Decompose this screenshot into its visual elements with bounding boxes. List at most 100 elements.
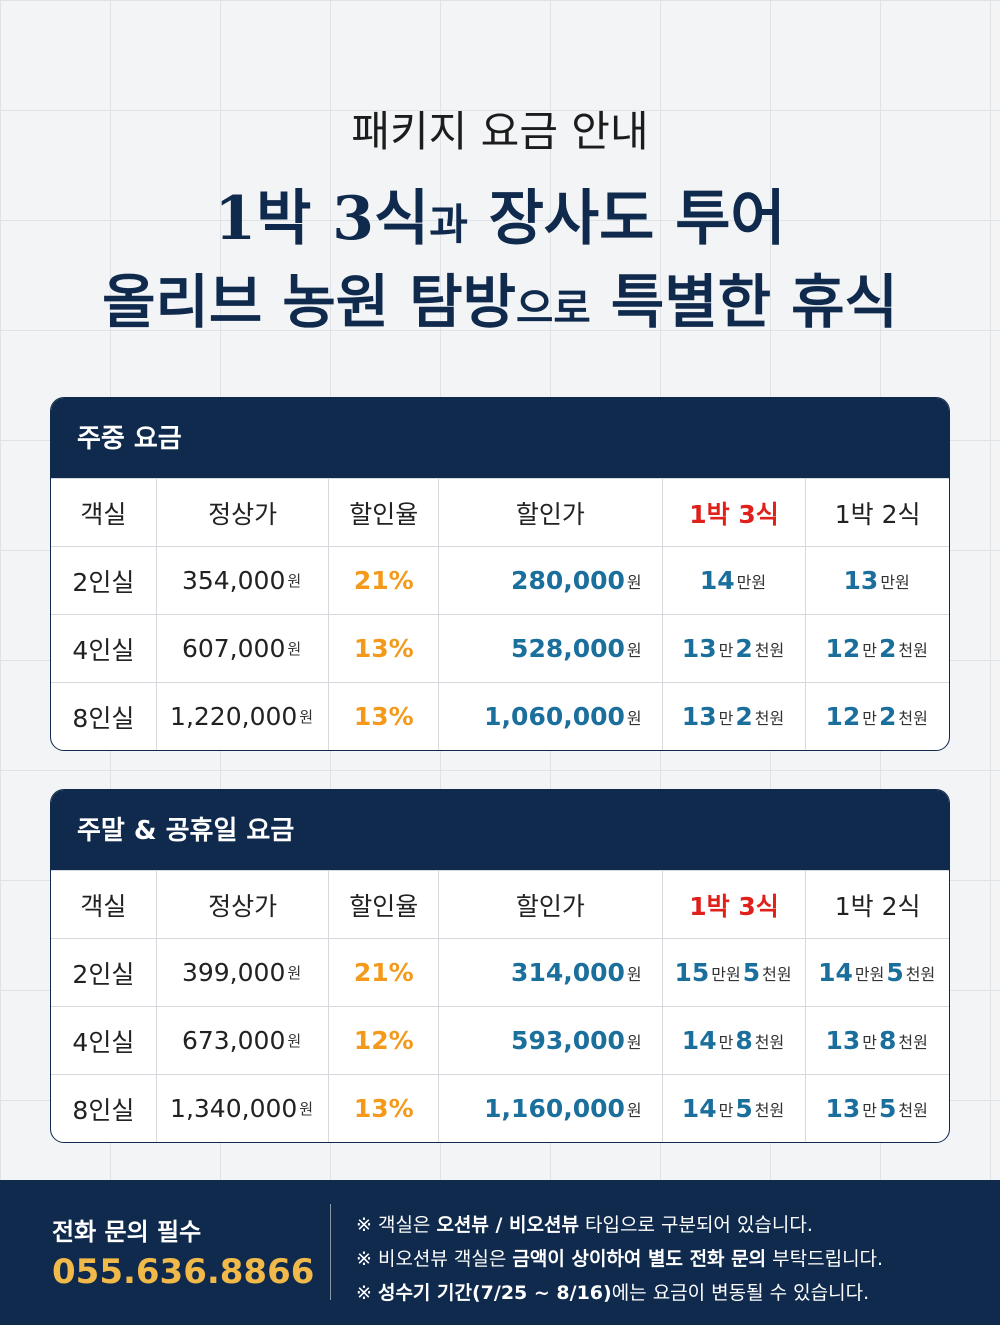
table-cell: 12 만 2 천원 — [805, 615, 949, 682]
cell-part: 1,160,000 — [484, 1094, 625, 1123]
cell-part: 528,000 — [511, 634, 625, 663]
cell-part: 만 — [718, 708, 734, 728]
table-row: 4인실 607,000 원 13% 528,000 원 13 만 2 천원 12 만 2 천원 — [51, 614, 949, 682]
rate-table: 주말 & 공휴일 요금 객실 정상가 할인율 할인가 1박 3식 1박 2식 2인실 399,0… — [50, 789, 950, 1143]
headline-part: 장사도 투어 — [467, 184, 786, 254]
cell-part: 673,000 — [181, 1026, 286, 1055]
note: ※ 객실은 오션뷰 / 비오션뷰 타입으로 구분되어 있습니다. — [356, 1208, 883, 1242]
table-cell: 14 만원 5 천원 — [805, 939, 949, 1006]
cell-part: 5 — [879, 1094, 897, 1123]
table-cell: 12 만 2 천원 — [805, 683, 949, 750]
cell-part: 2 — [879, 634, 897, 663]
cell-part: 1,220,000 — [170, 702, 298, 731]
cell-part: 12 — [825, 702, 861, 731]
table-cell: 1,340,000 원 — [155, 1075, 329, 1142]
table-cell: 673,000 원 — [155, 1007, 329, 1074]
table-cell: 8인실 — [72, 703, 135, 733]
table-title: 주중 요금 — [51, 398, 949, 478]
note-part: 금액이 상이하여 별도 전화 문의 — [512, 1248, 767, 1270]
table-cell: 13% — [328, 683, 438, 750]
note-part: ※ 객실은 — [356, 1214, 437, 1236]
cell-part: 원 — [626, 640, 642, 660]
cell-part: 천원 — [754, 1032, 785, 1052]
cell-part: 14 — [818, 958, 853, 987]
table-cell: 13% — [328, 615, 438, 682]
cell-part: 593,000 — [511, 1026, 625, 1055]
cell-part: 원 — [287, 572, 302, 590]
table-cell: 12% — [328, 1007, 438, 1074]
cell-part: 천원 — [905, 964, 936, 984]
table-row: 2인실 354,000 원 21% 280,000 원 14 만원 13 만원 — [51, 546, 949, 614]
cell-part: 8 — [879, 1026, 897, 1055]
table-cell: 593,000 원 — [438, 1007, 662, 1074]
cell-part: 2 — [735, 702, 753, 731]
cell-part: 만원 — [854, 964, 885, 984]
notes: ※ 객실은 오션뷰 / 비오션뷰 타입으로 구분되어 있습니다. ※ 비오션뷰 객… — [356, 1208, 883, 1310]
table-row: 2인실 399,000 원 21% 314,000 원 15 만원 5 천원 14 만원 5 천원 — [51, 938, 949, 1006]
note: ※ 비오션뷰 객실은 금액이 상이하여 별도 전화 문의 부탁드립니다. — [356, 1242, 883, 1276]
cell-part: 만 — [862, 1032, 877, 1052]
table-cell: 13% — [328, 1075, 438, 1142]
table-row: 8인실 1,220,000 원 13% 1,060,000 원 13 만 2 천원 12 만 2 천원 — [51, 682, 949, 750]
cell-part: 원 — [626, 1100, 642, 1120]
cell-part: 14 — [681, 1026, 717, 1055]
cell-part: 만원 — [880, 572, 910, 592]
table-cell: 14 만원 — [661, 547, 806, 614]
column-header: 1박 3식 — [661, 479, 806, 546]
cell-part: 8 — [735, 1026, 753, 1055]
cell-part: 만 — [862, 640, 877, 660]
cell-part: 만 — [718, 1032, 734, 1052]
table-cell: 4인실 — [72, 635, 135, 665]
table-cell: 15 만원 5 천원 — [661, 939, 806, 1006]
cell-part: 15 — [674, 958, 710, 987]
column-header: 정상가 — [155, 871, 329, 938]
cell-part: 천원 — [898, 1032, 928, 1052]
cell-part: 13 — [825, 1094, 861, 1123]
cell-part: 천원 — [754, 708, 785, 728]
cell-part: 2 — [735, 634, 753, 663]
note: ※ 성수기 기간(7/25 ~ 8/16)에는 요금이 변동될 수 있습니다. — [356, 1276, 883, 1310]
column-header: 정상가 — [155, 479, 329, 546]
table-cell: 14 만 5 천원 — [661, 1075, 806, 1142]
column-header: 할인가 — [438, 479, 662, 546]
header-row: 객실 정상가 할인율 할인가 1박 3식 1박 2식 — [51, 478, 949, 546]
cell-part: 천원 — [898, 640, 928, 660]
cell-part: 원 — [626, 708, 642, 728]
cell-part: 5 — [742, 958, 761, 987]
cell-part: 13 — [825, 1026, 861, 1055]
rate-table: 주중 요금 객실 정상가 할인율 할인가 1박 3식 1박 2식 2인실 354,000 원 21%… — [50, 397, 950, 751]
cell-part: 원 — [299, 1100, 314, 1118]
table-cell: 13 만 2 천원 — [661, 615, 806, 682]
cell-part: 천원 — [754, 640, 785, 660]
table-row: 4인실 673,000 원 12% 593,000 원 14 만 8 천원 13 만 8 천원 — [51, 1006, 949, 1074]
table-cell: 21% — [328, 547, 438, 614]
cell-part: 2 — [879, 702, 897, 731]
cell-part: 13 — [843, 566, 879, 595]
note-part: 타입으로 구분되어 있습니다. — [578, 1214, 813, 1236]
table-cell: 354,000 원 — [155, 547, 329, 614]
cell-part: 13 — [681, 634, 717, 663]
cell-part: 280,000 — [511, 566, 625, 595]
cell-part: 천원 — [754, 1100, 785, 1120]
note-part: 성수기 기간(7/25 ~ 8/16) — [377, 1282, 612, 1304]
table-cell: 528,000 원 — [438, 615, 662, 682]
cell-part: 천원 — [898, 708, 928, 728]
note-part: ※ 비오션뷰 객실은 — [356, 1248, 513, 1270]
note-part: ※ — [356, 1282, 378, 1304]
column-header: 1박 2식 — [805, 479, 949, 546]
table-cell: 399,000 원 — [155, 939, 329, 1006]
headline-part: 으로 — [516, 284, 591, 332]
footer: 전화 문의 필수 055.636.8866 ※ 객실은 오션뷰 / 비오션뷰 타… — [0, 1180, 1000, 1325]
table-cell: 280,000 원 — [438, 547, 662, 614]
headline-part: 과 — [429, 200, 468, 249]
cell-part: 원 — [626, 964, 642, 984]
table-cell: 21% — [328, 939, 438, 1006]
cell-part: 만 — [718, 1100, 734, 1120]
column-header: 할인율 — [328, 479, 438, 546]
table-cell: 4인실 — [72, 1027, 135, 1057]
note-part: 에는 요금이 변동될 수 있습니다. — [611, 1282, 870, 1304]
cell-part: 354,000 — [181, 566, 286, 595]
table-row: 8인실 1,340,000 원 13% 1,160,000 원 14 만 5 천원 13 만 5 천원 — [51, 1074, 949, 1142]
contact-label: 전화 문의 필수 — [52, 1218, 202, 1246]
